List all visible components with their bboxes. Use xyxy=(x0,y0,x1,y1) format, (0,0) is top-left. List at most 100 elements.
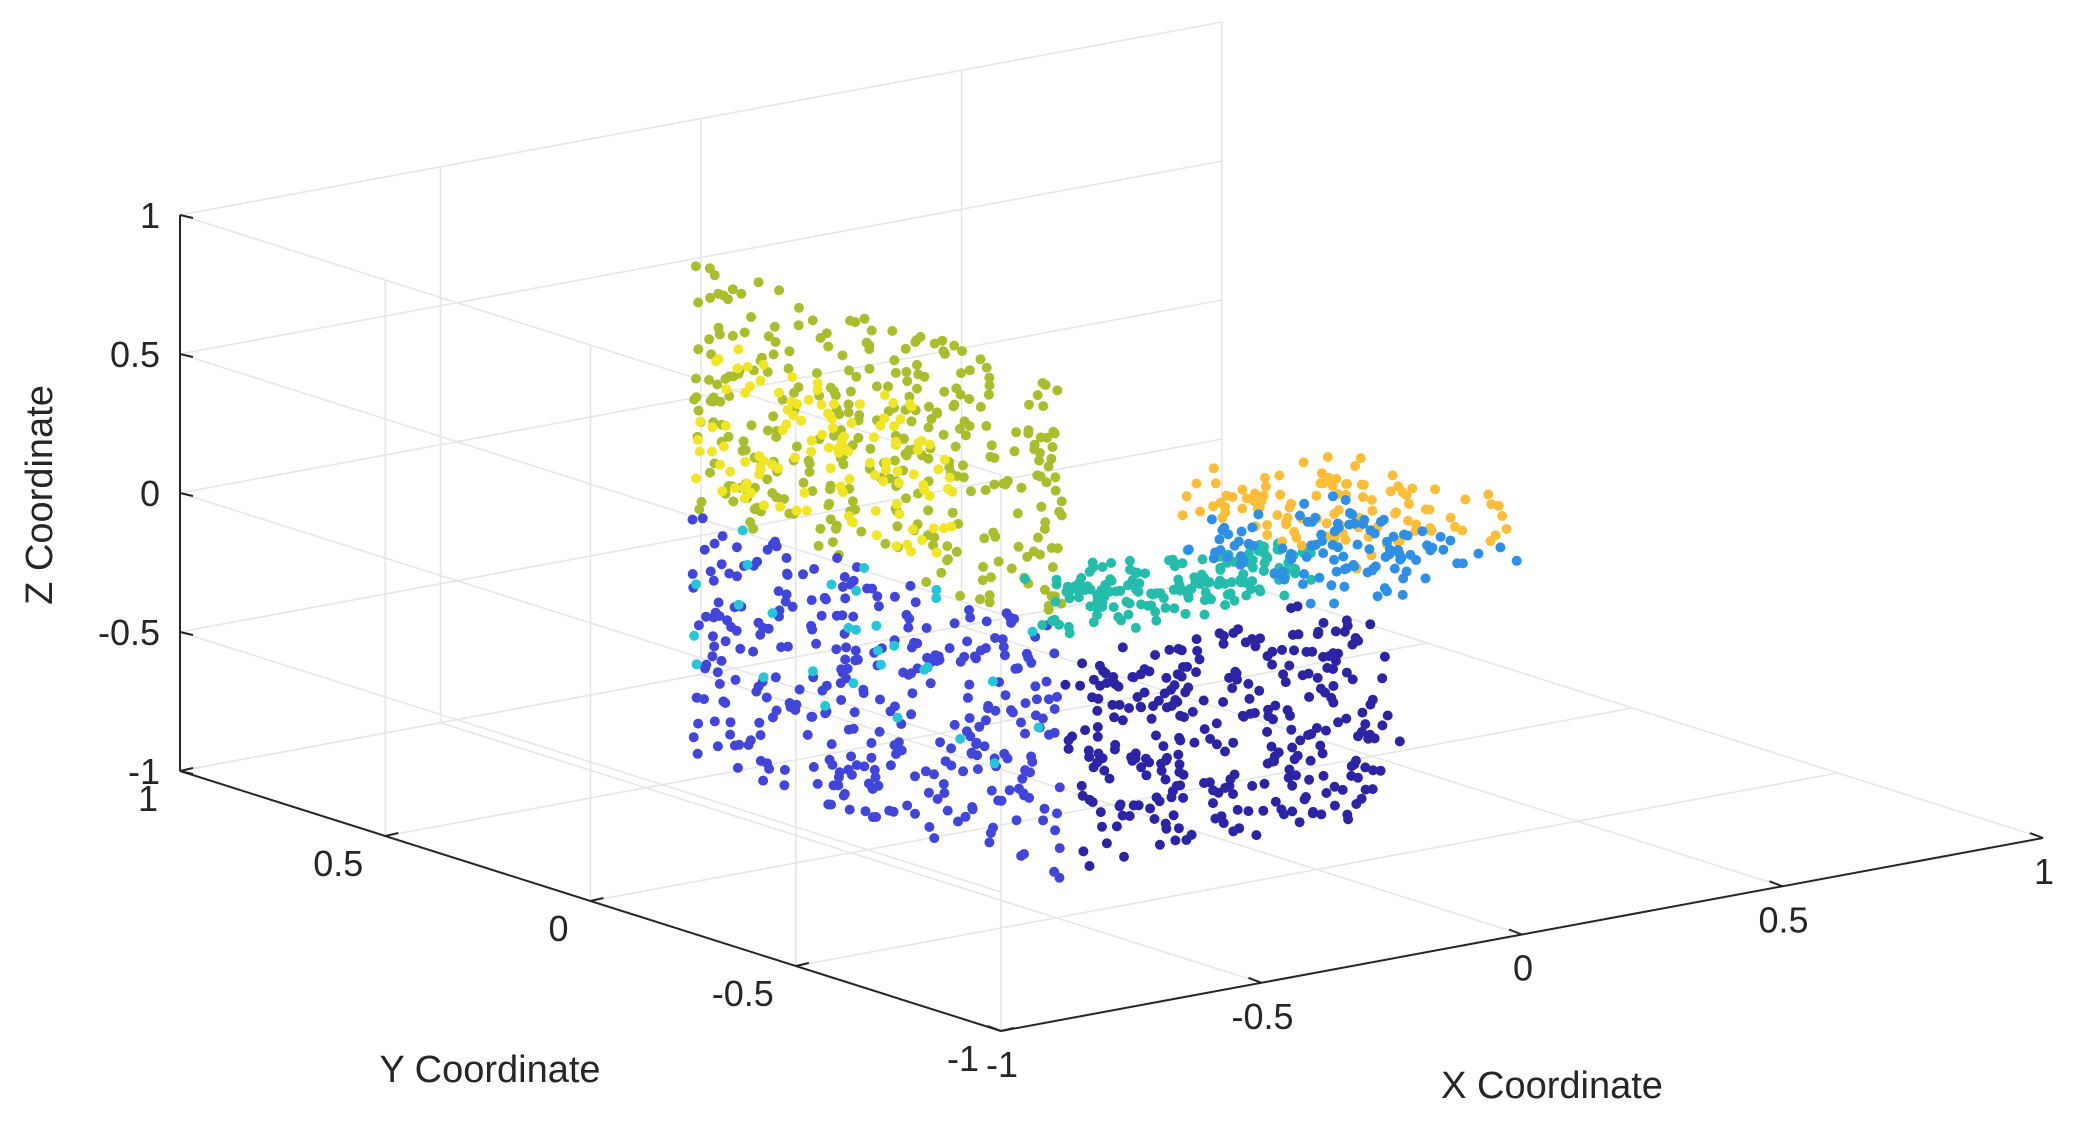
data-point xyxy=(938,346,949,357)
data-point xyxy=(728,496,739,507)
data-point xyxy=(1043,461,1054,472)
data-point xyxy=(843,511,854,521)
data-point xyxy=(1350,461,1361,471)
data-point xyxy=(870,506,881,516)
data-point xyxy=(804,458,815,469)
data-point xyxy=(1199,724,1210,735)
data-point xyxy=(864,363,875,374)
data-point xyxy=(989,758,1000,769)
data-point xyxy=(1011,427,1022,438)
data-point xyxy=(944,643,955,654)
data-point xyxy=(1124,703,1134,714)
data-point xyxy=(1278,669,1289,680)
data-point xyxy=(1277,536,1288,547)
data-point xyxy=(1170,835,1181,846)
data-point xyxy=(1347,674,1358,685)
data-point xyxy=(1277,543,1288,554)
data-point xyxy=(1365,619,1376,630)
data-point xyxy=(880,464,891,475)
data-point xyxy=(767,539,778,550)
data-point xyxy=(1357,707,1368,718)
data-point xyxy=(1311,490,1322,501)
data-point xyxy=(971,737,982,748)
data-point xyxy=(1108,672,1119,682)
data-point xyxy=(999,748,1010,759)
data-point xyxy=(1360,762,1371,773)
data-point xyxy=(826,799,837,810)
data-point xyxy=(958,766,969,777)
grid-line xyxy=(179,492,1002,754)
data-point xyxy=(923,787,934,798)
data-point xyxy=(1156,765,1167,776)
data-point xyxy=(975,354,986,365)
data-point xyxy=(1394,736,1405,747)
data-point xyxy=(1247,522,1258,533)
data-point xyxy=(836,436,847,446)
data-point xyxy=(1020,574,1031,584)
data-point xyxy=(1339,581,1350,592)
data-point xyxy=(1052,691,1062,702)
data-point xyxy=(1013,541,1024,552)
data-point xyxy=(1168,810,1179,821)
data-point xyxy=(770,337,781,347)
data-point xyxy=(906,642,917,653)
data-point xyxy=(871,620,882,631)
data-point xyxy=(688,732,699,743)
data-point xyxy=(860,806,871,817)
data-point xyxy=(853,432,864,443)
data-point xyxy=(889,455,900,466)
data-point xyxy=(746,312,756,322)
data-point xyxy=(883,381,893,392)
data-point xyxy=(873,601,884,612)
data-point xyxy=(990,705,1001,716)
data-point xyxy=(975,401,986,412)
data-point xyxy=(984,380,995,391)
data-point xyxy=(827,537,838,547)
data-point xyxy=(709,716,720,727)
data-point xyxy=(892,712,903,723)
data-point xyxy=(1114,699,1125,710)
data-point xyxy=(1192,645,1203,656)
data-point xyxy=(767,712,778,723)
data-point xyxy=(746,420,757,431)
data-point xyxy=(1229,540,1240,551)
data-point xyxy=(1173,643,1184,654)
data-point xyxy=(987,676,998,687)
data-point xyxy=(1148,701,1159,711)
data-point xyxy=(1160,818,1171,829)
data-point xyxy=(730,674,741,685)
data-point xyxy=(755,375,766,386)
data-point xyxy=(910,597,921,608)
data-point xyxy=(1147,589,1158,600)
z-tick-mark xyxy=(179,214,194,219)
data-point xyxy=(1364,544,1375,555)
x-tick-label: -1 xyxy=(986,1044,1018,1085)
data-point xyxy=(1056,496,1067,507)
data-point xyxy=(1183,592,1194,603)
data-point xyxy=(755,730,766,741)
data-point xyxy=(902,539,913,550)
data-point xyxy=(758,672,769,683)
data-point xyxy=(895,414,906,425)
data-point xyxy=(1284,764,1295,775)
data-point xyxy=(947,507,958,518)
data-point xyxy=(1287,780,1298,791)
data-point xyxy=(848,611,859,622)
data-point xyxy=(807,624,818,635)
data-point xyxy=(1033,722,1044,733)
data-point xyxy=(1286,724,1297,735)
data-point xyxy=(1294,510,1305,521)
data-point xyxy=(1093,748,1104,759)
data-point xyxy=(919,484,930,495)
data-point xyxy=(815,523,826,534)
data-point xyxy=(1092,705,1103,716)
data-point xyxy=(1050,596,1061,607)
data-point xyxy=(694,504,705,515)
data-point xyxy=(1011,815,1022,826)
data-point xyxy=(1012,663,1023,674)
data-point xyxy=(1085,584,1096,595)
data-point xyxy=(1214,534,1225,545)
data-point xyxy=(986,440,997,451)
data-point xyxy=(1000,479,1011,490)
data-point xyxy=(834,447,844,458)
